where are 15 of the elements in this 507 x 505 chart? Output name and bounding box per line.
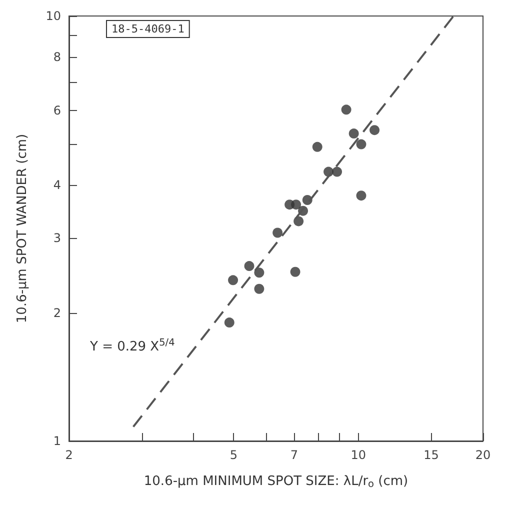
x-tick-label: 20 xyxy=(475,448,491,462)
y-tick-label: 2 xyxy=(53,306,61,320)
y-tick-label: 8 xyxy=(53,50,61,64)
x-tick-label: 15 xyxy=(424,448,439,462)
x-tick-label: 10 xyxy=(350,448,366,462)
x-tick-label: 7 xyxy=(290,448,298,462)
annotation: 18-5-4069-1 xyxy=(112,22,184,36)
y-tick-label: 6 xyxy=(53,103,61,118)
x-tick-label: 5 xyxy=(230,448,238,462)
y-tick-label: 10 xyxy=(46,9,61,23)
y-axis-title: 10.6-μm SPOT WANDER (cm) xyxy=(15,134,30,324)
y-tick-label: 1 xyxy=(53,434,61,448)
y-tick-label: 4 xyxy=(53,178,61,192)
y-tick-label: 3 xyxy=(53,231,61,246)
x-tick-label: 2 xyxy=(65,448,73,462)
